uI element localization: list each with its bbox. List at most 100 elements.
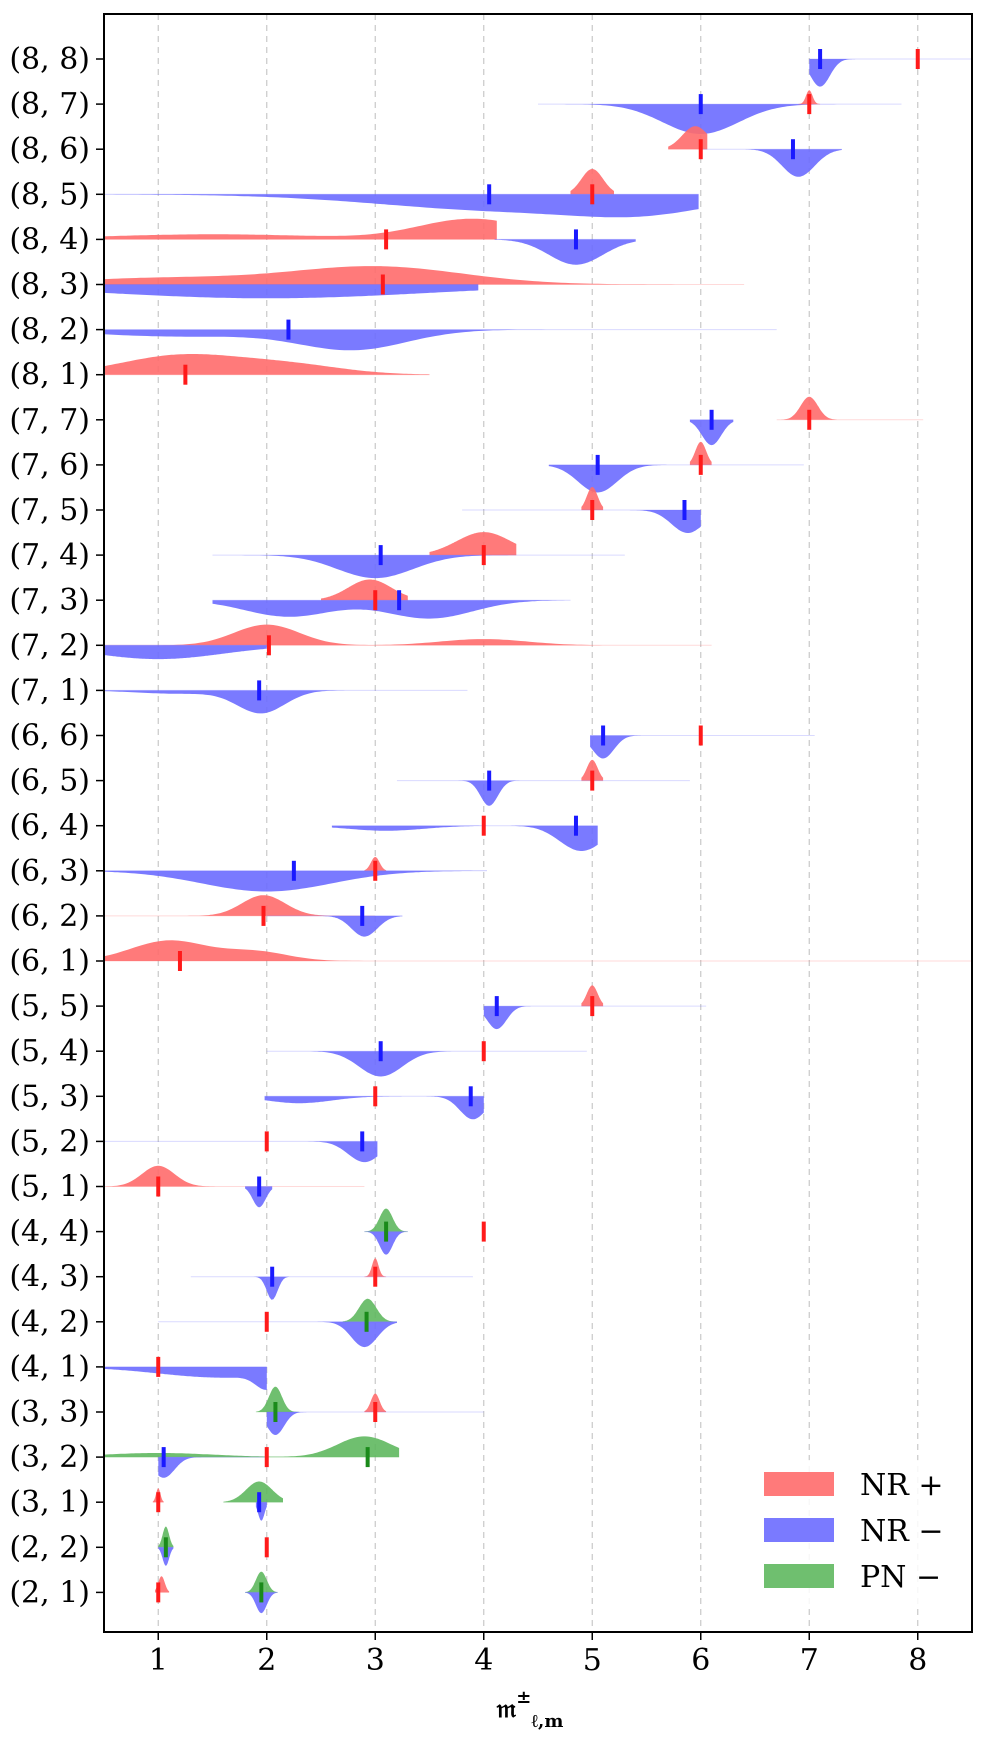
- density-nr-plus-row-7-3: [321, 579, 408, 601]
- density-nr-plus-row-7-7: [776, 396, 924, 420]
- density-nr-plus-row-7-2: [104, 624, 712, 646]
- density-nr-plus-row-7-4: [429, 532, 517, 556]
- density-nr-minus-row-6-5: [397, 780, 690, 806]
- density-nr-minus-row-5-1: [245, 1186, 273, 1208]
- y-tick-label-row-3-1: (3, 1): [9, 1485, 90, 1520]
- y-tick-label-row-7-2: (7, 2): [9, 628, 90, 663]
- y-tick-label-row-5-4: (5, 4): [9, 1034, 90, 1069]
- legend: NR + NR − PN −: [750, 1460, 960, 1608]
- x-axis-label-superscript: ±: [516, 1687, 531, 1708]
- x-tick-label-5: 5: [583, 1643, 602, 1678]
- y-tick-labels: (8, 8) (8, 7) (8, 6) (8, 5) (8, 4) (8, 3) (8, …: [9, 42, 104, 1610]
- density-nr-minus-row-8-3: [104, 284, 479, 299]
- density-nr-plus-row-8-3: [104, 266, 745, 285]
- density-nr-minus-row-8-7: [538, 104, 902, 134]
- legend-swatch-nr-plus: [764, 1472, 834, 1496]
- density-nr-minus-row-2-1: [245, 1592, 278, 1614]
- x-axis-label-subscript: ℓ,m: [531, 1711, 563, 1732]
- density-nr-minus-row-8-6: [700, 149, 842, 177]
- density-nr-minus-row-7-2: [104, 645, 267, 660]
- x-axis-label: 𝔪±ℓ,m: [496, 1687, 564, 1732]
- density-nr-minus-row-7-1: [104, 690, 468, 714]
- y-tick-label-row-5-3: (5, 3): [9, 1079, 90, 1114]
- density-nr-minus-row-5-3: [264, 1096, 484, 1120]
- density-nr-minus-row-7-5: [462, 510, 701, 533]
- y-tick-label-row-8-1: (8, 1): [9, 358, 90, 393]
- density-nr-plus-row-8-5: [570, 169, 614, 195]
- y-tick-label-row-6-4: (6, 4): [9, 809, 90, 844]
- density-nr-minus-row-5-4: [266, 1051, 587, 1077]
- y-tick-label-row-8-8: (8, 8): [9, 42, 90, 77]
- grid-lines: [157, 14, 919, 1632]
- density-nr-minus-row-6-3: [104, 870, 487, 892]
- y-tick-label-row-4-3: (4, 3): [9, 1260, 90, 1295]
- density-nr-minus-row-6-6: [590, 735, 815, 759]
- density-nr-minus-row-6-2: [266, 915, 403, 937]
- y-tick-label-row-6-3: (6, 3): [9, 854, 90, 889]
- y-tick-label-row-6-2: (6, 2): [9, 899, 90, 934]
- y-tick-label-row-3-3: (3, 3): [9, 1395, 90, 1430]
- density-pn-minus-row-4-2: [342, 1298, 397, 1322]
- density-nr-minus-row-7-4: [212, 555, 625, 579]
- density-pn-minus-row-3-1: [223, 1481, 283, 1503]
- y-tick-label-row-6-5: (6, 5): [9, 764, 90, 799]
- legend-label-nr-minus: NR −: [860, 1514, 944, 1549]
- x-tick-label-1: 1: [149, 1643, 168, 1678]
- y-tick-label-row-7-4: (7, 4): [9, 538, 90, 573]
- y-tick-label-row-8-6: (8, 6): [9, 132, 90, 167]
- y-tick-label-row-8-3: (8, 3): [9, 268, 90, 303]
- y-tick-label-row-8-5: (8, 5): [9, 177, 90, 212]
- density-nr-plus-row-6-2: [104, 895, 376, 916]
- y-tick-label-row-4-4: (4, 4): [9, 1215, 90, 1250]
- density-nr-minus-row-8-5: [104, 194, 699, 218]
- y-tick-label-row-4-1: (4, 1): [9, 1350, 90, 1385]
- y-tick-label-row-6-1: (6, 1): [9, 944, 90, 979]
- density-nr-minus-row-4-1: [104, 1366, 267, 1390]
- density-nr-minus-row-6-4: [331, 825, 598, 851]
- distribution-fills: [104, 58, 972, 1614]
- legend-label-pn-minus: PN −: [860, 1560, 941, 1595]
- y-tick-label-row-5-5: (5, 5): [9, 989, 90, 1024]
- x-tick-label-7: 7: [800, 1643, 819, 1678]
- y-tick-label-row-8-2: (8, 2): [9, 313, 90, 348]
- y-tick-label-row-5-2: (5, 2): [9, 1124, 90, 1159]
- y-tick-label-row-6-6: (6, 6): [9, 719, 90, 754]
- density-nr-plus-row-8-4: [104, 218, 497, 240]
- y-tick-label-row-2-2: (2, 2): [9, 1530, 90, 1565]
- x-tick-label-8: 8: [908, 1643, 927, 1678]
- x-tick-label-2: 2: [257, 1643, 276, 1678]
- density-nr-minus-row-3-3: [266, 1412, 484, 1435]
- density-nr-plus-row-5-5: [581, 985, 604, 1007]
- y-tick-label-row-7-6: (7, 6): [9, 448, 90, 483]
- density-pn-minus-row-2-1: [245, 1571, 278, 1593]
- y-tick-label-row-7-1: (7, 1): [9, 673, 90, 708]
- y-tick-label-row-7-3: (7, 3): [9, 583, 90, 618]
- density-nr-minus-row-8-2: [104, 329, 777, 351]
- density-pn-minus-row-3-3: [255, 1386, 300, 1412]
- density-nr-minus-row-8-8: [809, 59, 972, 87]
- density-nr-minus-row-7-6: [548, 464, 804, 493]
- x-tick-labels: 1 2 3 4 5 6 7 8: [149, 1632, 927, 1678]
- legend-label-nr-plus: NR +: [860, 1468, 944, 1503]
- density-nr-minus-row-4-2: [158, 1321, 397, 1348]
- density-nr-minus-row-5-5: [483, 1006, 707, 1030]
- density-pn-minus-row-4-4: [364, 1208, 408, 1232]
- x-tick-label-6: 6: [691, 1643, 710, 1678]
- legend-swatch-nr-minus: [764, 1518, 834, 1542]
- value-markers: [156, 49, 920, 1603]
- density-nr-minus-row-3-2: [158, 1457, 267, 1478]
- density-nr-minus-row-8-4: [494, 239, 636, 265]
- density-pn-minus-row-3-2: [104, 1436, 400, 1458]
- y-tick-label-row-7-5: (7, 5): [9, 493, 90, 528]
- density-nr-plus-row-5-1: [104, 1165, 365, 1187]
- density-pn-minus-row-2-2: [158, 1526, 174, 1548]
- density-nr-plus-row-7-6: [689, 441, 712, 465]
- density-nr-minus-row-5-2: [104, 1141, 378, 1163]
- x-axis-label-main: 𝔪: [496, 1694, 517, 1724]
- x-tick-label-4: 4: [474, 1643, 493, 1678]
- density-nr-plus-row-6-5: [581, 759, 604, 781]
- y-tick-label-row-7-7: (7, 7): [9, 403, 90, 438]
- y-tick-label-row-8-7: (8, 7): [9, 87, 90, 122]
- density-nr-minus-row-7-7: [689, 419, 734, 446]
